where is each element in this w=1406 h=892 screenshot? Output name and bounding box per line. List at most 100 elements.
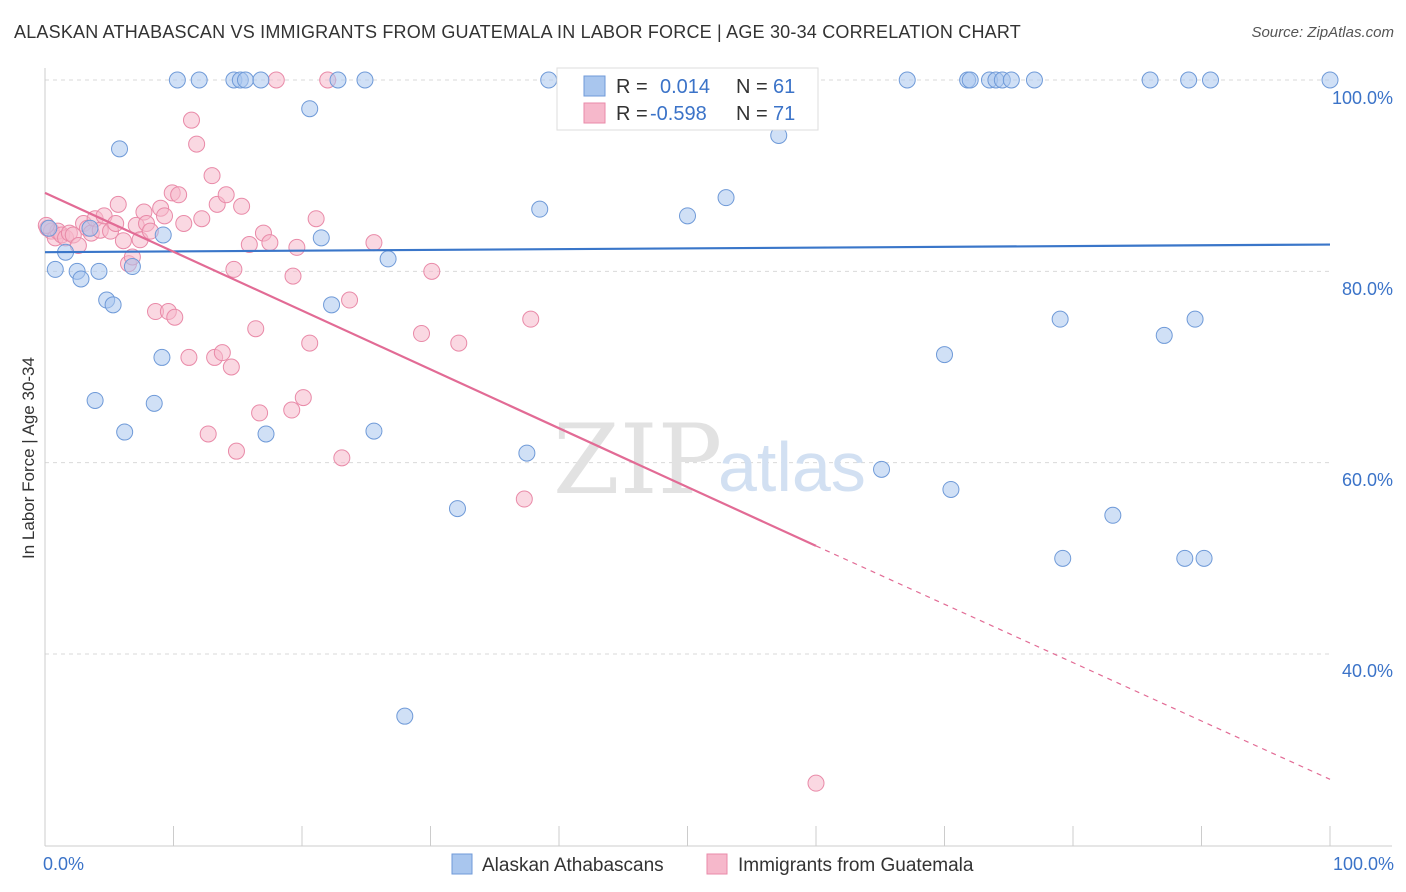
point-guatemala — [247, 320, 265, 338]
point-athabascan — [323, 296, 341, 314]
point-athabascan — [1180, 71, 1198, 89]
point-athabascan — [379, 250, 397, 268]
point-guatemala — [515, 490, 533, 508]
point-guatemala — [294, 389, 312, 407]
bottom-legend-swatch-blue — [451, 853, 473, 875]
point-athabascan — [236, 71, 254, 89]
point-athabascan — [329, 71, 347, 89]
point-athabascan — [356, 71, 374, 89]
trend-lines — [44, 191, 1331, 780]
point-guatemala — [307, 210, 325, 228]
y-tick-label-60: 60.0% — [1342, 470, 1393, 490]
point-guatemala — [199, 425, 217, 443]
point-guatemala — [225, 260, 243, 278]
point-guatemala — [341, 291, 359, 309]
point-athabascan — [1104, 506, 1122, 524]
y-tick-label-40: 40.0% — [1342, 661, 1393, 681]
point-guatemala — [227, 442, 245, 460]
legend-r-value-2: -0.598 — [650, 103, 707, 125]
point-athabascan — [396, 707, 414, 725]
point-guatemala — [109, 195, 127, 213]
point-guatemala — [261, 234, 279, 252]
point-athabascan — [145, 394, 163, 412]
point-guatemala — [175, 215, 193, 232]
point-guatemala — [222, 358, 240, 376]
point-guatemala — [365, 234, 383, 252]
point-athabascan — [154, 226, 172, 244]
bottom-legend: Alaskan Athabascans Immigrants from Guat… — [451, 853, 974, 876]
point-guatemala — [217, 186, 235, 204]
bottom-legend-swatch-pink — [706, 853, 728, 875]
point-athabascan — [46, 260, 64, 278]
point-guatemala — [413, 325, 431, 343]
point-athabascan — [312, 229, 330, 247]
legend-r-label-1: R = — [616, 76, 648, 98]
point-guatemala — [251, 404, 269, 422]
point-guatemala — [288, 238, 306, 256]
point-athabascan — [301, 100, 319, 118]
point-athabascan — [257, 425, 275, 443]
y-tick-label-100: 100.0% — [1332, 88, 1393, 108]
point-athabascan — [365, 422, 383, 440]
point-athabascan — [123, 258, 141, 276]
watermark-zip: ZIP — [553, 404, 722, 516]
point-guatemala — [240, 236, 258, 254]
point-guatemala — [156, 207, 174, 225]
point-athabascan — [104, 296, 122, 314]
stats-legend: R = 0.014 N = 61 R = -0.598 N = 71 — [556, 67, 819, 131]
point-athabascan — [717, 189, 735, 207]
point-athabascan — [518, 444, 536, 462]
point-athabascan — [1025, 71, 1043, 89]
bottom-legend-label-guatemala: Immigrants from Guatemala — [738, 855, 974, 876]
legend-n-label-1: N = — [736, 76, 768, 98]
point-athabascan — [1054, 549, 1072, 567]
chart-title: ALASKAN ATHABASCAN VS IMMIGRANTS FROM GU… — [14, 22, 1021, 42]
point-athabascan — [190, 71, 208, 89]
point-guatemala — [188, 135, 206, 153]
point-athabascan — [1201, 71, 1219, 89]
point-guatemala — [213, 344, 231, 362]
point-athabascan — [116, 423, 134, 441]
watermark: ZIP atlas — [553, 404, 866, 516]
x-tick-label-max: 100.0% — [1333, 854, 1394, 874]
point-athabascan — [168, 71, 186, 89]
point-athabascan — [942, 480, 960, 498]
point-athabascan — [1321, 71, 1339, 89]
point-athabascan — [873, 460, 891, 478]
point-guatemala — [807, 774, 825, 792]
point-athabascan — [1195, 549, 1213, 567]
point-athabascan — [540, 71, 558, 89]
x-tick-label-min: 0.0% — [43, 854, 84, 874]
point-athabascan — [1176, 549, 1194, 567]
point-athabascan — [111, 140, 129, 158]
bottom-legend-label-athabascans: Alaskan Athabascans — [482, 855, 664, 876]
point-guatemala — [180, 348, 198, 366]
point-guatemala — [333, 449, 351, 467]
legend-n-value-2: 71 — [773, 103, 795, 125]
point-guatemala — [233, 197, 251, 215]
point-guatemala — [283, 401, 301, 419]
point-guatemala — [193, 210, 211, 228]
point-guatemala — [166, 308, 184, 326]
point-athabascan — [1186, 310, 1204, 328]
axes — [44, 68, 1392, 847]
point-guatemala — [170, 186, 188, 204]
legend-swatch-pink — [583, 102, 606, 124]
legend-r-value-1: 0.014 — [660, 76, 710, 98]
point-guatemala — [182, 111, 200, 129]
point-athabascan — [898, 71, 916, 89]
trend-line-guatemala — [44, 191, 817, 547]
point-guatemala — [284, 267, 302, 285]
legend-r-label-2: R = — [616, 103, 648, 125]
point-athabascan — [72, 270, 90, 288]
point-guatemala — [301, 334, 319, 352]
point-athabascan — [679, 207, 696, 225]
point-guatemala — [522, 310, 540, 328]
point-athabascan — [153, 348, 171, 366]
legend-n-label-2: N = — [736, 103, 768, 125]
legend-n-value-1: 61 — [773, 76, 795, 98]
point-athabascan — [1051, 310, 1069, 328]
point-athabascan — [448, 500, 466, 518]
trend-line-athabascan — [44, 243, 1331, 254]
y-axis-label: In Labor Force | Age 30-34 — [19, 357, 38, 559]
